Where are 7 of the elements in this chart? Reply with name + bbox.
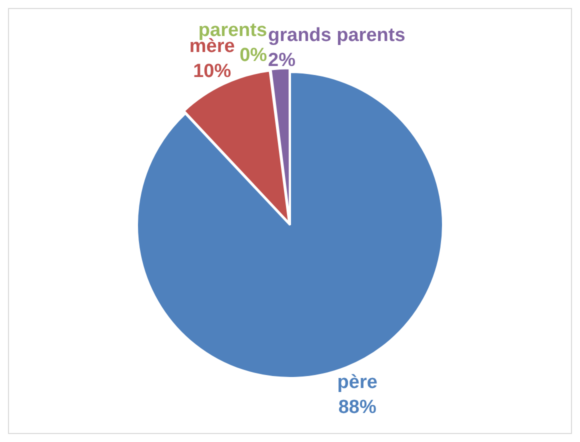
- data-label: 10%: [193, 61, 232, 82]
- slice-label: père: [337, 372, 378, 393]
- data-label: 88%: [338, 396, 376, 418]
- text: 0%: [240, 45, 268, 66]
- category-label: parents: [198, 20, 268, 42]
- slice-label: grands parents: [268, 25, 406, 46]
- data-label: 2%: [268, 50, 296, 72]
